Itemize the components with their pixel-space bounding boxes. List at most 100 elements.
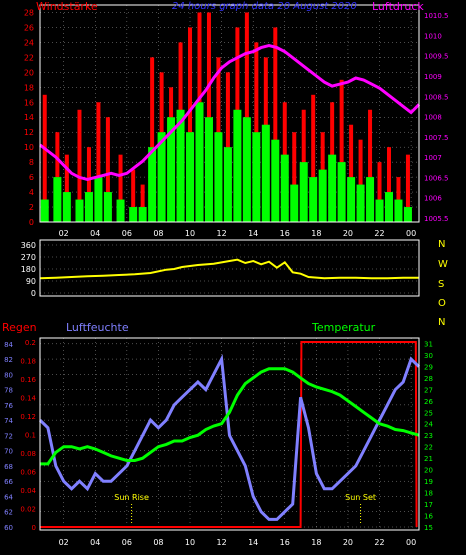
- humidity-tick-label: 84: [4, 341, 13, 349]
- temperature-tick-label: 29: [424, 363, 433, 371]
- rain-tick-label: 0.16: [20, 376, 36, 384]
- humidity-tick-label: 74: [4, 417, 13, 425]
- pressure-tick-label: 1010.5: [424, 12, 449, 20]
- pressure-tick-label: 1005.5: [424, 215, 449, 223]
- wind-bar: [261, 124, 270, 222]
- wind-bar: [271, 139, 280, 222]
- gust-bar: [358, 139, 363, 222]
- rain-tick-label: 0.04: [20, 487, 36, 495]
- pressure-tick-label: 1006.5: [424, 174, 449, 182]
- gust-bar: [386, 147, 391, 222]
- wind-bar: [252, 132, 261, 222]
- gust-bar: [377, 162, 382, 222]
- humidity-x-tick-label: 22: [374, 538, 384, 547]
- wind-tick-label: 26: [24, 23, 34, 32]
- temperature-tick-label: 27: [424, 386, 433, 394]
- humidity-tick-label: 70: [4, 448, 13, 456]
- humidity-tick-label: 62: [4, 509, 13, 517]
- humidity-tick-label: 60: [4, 524, 13, 532]
- gust-bar: [64, 154, 69, 222]
- gust-bar: [140, 184, 145, 222]
- wind-bar: [94, 177, 103, 222]
- rain-line: [40, 341, 418, 528]
- wind-tick-label: 22: [24, 53, 34, 62]
- wind-bar: [53, 177, 62, 222]
- gust-bar: [349, 124, 354, 222]
- wind-x-tick-label: 20: [343, 229, 353, 238]
- chart-subtitle: 24 hours graph data 20 August 2020: [172, 1, 357, 12]
- wind-tick-label: 2: [29, 203, 34, 212]
- wind-x-tick-label: 14: [248, 229, 258, 238]
- wind-bar: [138, 207, 147, 222]
- humidity-x-tick-label: 08: [153, 538, 163, 547]
- wind-tick-label: 16: [24, 98, 34, 107]
- humidity-plot-frame: [39, 337, 420, 531]
- wind-bar: [204, 117, 213, 222]
- compass-label: O: [438, 298, 446, 309]
- compass-label: S: [438, 279, 444, 290]
- temperature-tick-label: 15: [424, 524, 433, 532]
- gust-bar: [96, 102, 101, 222]
- humidity-x-tick-label: 20: [343, 538, 353, 547]
- temperature-tick-label: 22: [424, 444, 433, 452]
- wind-bar: [337, 162, 346, 222]
- humidity-tick-label: 78: [4, 387, 13, 395]
- wind-bar: [299, 162, 308, 222]
- temperature-tick-label: 21: [424, 455, 433, 463]
- temperature-tick-label: 26: [424, 398, 433, 406]
- wind-x-tick-label: 18: [311, 229, 321, 238]
- wind-x-tick-label: 22: [374, 229, 384, 238]
- wind-tick-label: 4: [29, 188, 34, 197]
- wind-x-tick-label: 00: [406, 229, 416, 238]
- pressure-tick-label: 1009: [424, 73, 442, 81]
- humidity-x-tick-label: 18: [311, 538, 321, 547]
- direction-tick-label: 0: [31, 289, 36, 298]
- gust-bar: [105, 117, 110, 222]
- wind-bar: [129, 207, 138, 222]
- humidity-x-tick-label: 10: [185, 538, 195, 547]
- wind-bar: [403, 207, 412, 222]
- rain-tick-label: 0.14: [20, 395, 36, 403]
- temperature-tick-label: 18: [424, 490, 433, 498]
- temperature-axis-label: Temperatur: [311, 321, 376, 334]
- compass-label: N: [438, 239, 445, 250]
- humidity-tick-label: 72: [4, 432, 13, 440]
- gust-bar: [188, 27, 193, 223]
- wind-x-tick-label: 16: [280, 229, 290, 238]
- wind-bar: [280, 154, 289, 222]
- wind-tick-label: 10: [24, 143, 34, 152]
- wind-bar: [186, 132, 195, 222]
- gust-bar: [273, 27, 278, 223]
- wind-x-tick-label: 10: [185, 229, 195, 238]
- temperature-line: [40, 367, 420, 466]
- direction-tick-label: 180: [21, 265, 36, 274]
- wind-x-tick-label: 12: [217, 229, 227, 238]
- pressure-tick-label: 1006: [424, 195, 442, 203]
- gust-bar: [131, 169, 136, 222]
- rain-tick-label: 0.12: [20, 413, 36, 421]
- wind-x-tick-label: 04: [90, 229, 100, 238]
- temperature-tick-label: 16: [424, 513, 433, 521]
- wind-bar: [375, 199, 384, 222]
- sun-annotation-label: Sun Set: [345, 493, 376, 502]
- humidity-tick-label: 80: [4, 371, 13, 379]
- rain-tick-label: 0.2: [25, 339, 36, 347]
- wind-x-tick-label: 06: [122, 229, 132, 238]
- humidity-tick-label: 66: [4, 478, 13, 486]
- temperature-tick-label: 31: [424, 340, 433, 348]
- wind-tick-label: 18: [24, 83, 34, 92]
- wind-bar: [347, 177, 356, 222]
- humidity-tick-label: 64: [4, 493, 13, 501]
- temperature-tick-label: 17: [424, 501, 433, 509]
- direction-tick-label: 360: [21, 241, 36, 250]
- wind-tick-label: 8: [29, 158, 34, 167]
- rain-tick-label: 0: [32, 524, 36, 532]
- temperature-tick-label: 25: [424, 409, 433, 417]
- wind-bar: [233, 109, 242, 222]
- humidity-x-tick-label: 16: [280, 538, 290, 547]
- gust-bar: [86, 147, 91, 222]
- wind-bar: [176, 109, 185, 222]
- direction-tick-label: 270: [21, 253, 36, 262]
